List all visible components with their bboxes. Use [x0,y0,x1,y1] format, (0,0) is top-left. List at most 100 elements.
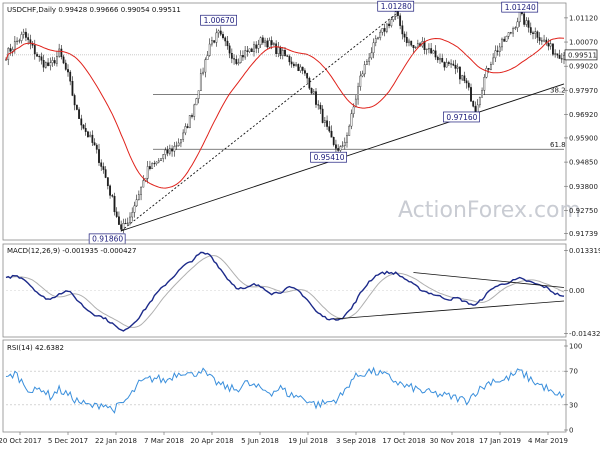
candle [516,17,519,32]
candle [118,211,120,225]
candle [9,43,12,56]
date-tick-label: 20 Apr 2018 [190,437,233,445]
candle-body [25,31,27,38]
candle-body [78,109,80,119]
date-tick-label: 19 Jul 2018 [288,437,328,445]
candle [348,124,351,136]
candle [456,63,459,73]
rsi-y-tick-label: 0 [569,427,573,435]
candle [171,145,173,157]
date-tick-label: 20 Oct 2017 [0,437,42,445]
candle-body [22,31,25,35]
candle-body [370,52,373,59]
candle-body [111,195,114,197]
candle [142,175,145,188]
candle [529,22,532,36]
candle [80,114,83,131]
candle-body [540,40,543,42]
candle-body [104,169,107,178]
candle-body [343,141,346,146]
candle-body [299,66,302,71]
candle-body [180,139,182,144]
candle-body [87,131,89,138]
candle [507,32,510,40]
candle-body [253,44,255,53]
candle-body [505,36,508,42]
candle-body [281,50,284,56]
candle [558,49,561,59]
candle [13,36,16,54]
candle-body [352,106,355,114]
rsi-panel-frame [2,339,567,433]
candle-body [394,11,397,17]
candle [202,67,204,76]
candle-body [20,34,23,41]
swing-label-text: 1.00670 [204,16,235,25]
candle-body [261,37,264,43]
candle [18,38,21,44]
candle-body [392,16,395,20]
candle [465,78,468,89]
swing-label-box [501,1,539,13]
candle [399,13,402,30]
candle-body [556,53,559,56]
candle [16,37,18,45]
price-y-tick-label: 0.97970 [569,87,598,95]
candle-body [113,196,116,213]
candle [226,36,229,50]
candle-body [441,58,444,63]
candle-body [257,44,260,49]
swing-label-box [377,0,415,12]
rsi-panel: RSI(14) 42.6382 100 70 30 0 [2,339,582,435]
candle-body [115,211,118,217]
candle [230,48,233,64]
candle-body [131,212,134,218]
price-y-tick-label: 0.94850 [569,159,598,167]
candle-body [359,75,362,88]
candle-body [215,32,218,43]
candle [359,71,362,91]
candle [133,201,136,218]
price-y-tick-label: 0.93800 [569,183,598,191]
candle-body [492,57,495,65]
candle [215,28,218,47]
candle [292,61,295,68]
candle-body [377,37,379,39]
candle [255,41,258,54]
candle-body [67,69,69,73]
candle [410,40,413,47]
candle [461,74,464,82]
candle [514,26,517,31]
candle [405,31,408,47]
rsi-line [5,366,565,414]
candle [84,122,87,136]
candle [556,53,559,59]
date-tick-label: 22 Jan 2018 [95,437,137,445]
candle [470,83,472,102]
candle-body [368,57,371,62]
candle-body [230,52,233,59]
candle-body [146,166,149,179]
candle-body [543,39,545,42]
candle [71,76,74,97]
candle [87,130,89,138]
candle-body [436,56,439,61]
candle-body [304,70,306,74]
candle [496,45,499,56]
candle [126,217,129,227]
candle [197,90,200,104]
swing-label-text: 0.97160 [446,113,477,122]
candle-body [109,185,111,196]
candle [308,76,311,90]
candle [481,87,483,98]
candle [248,48,251,54]
candle [217,29,220,38]
candle [525,17,528,27]
candle-body [151,163,154,170]
candle-body [193,104,196,117]
candle [219,26,222,37]
candle-body [60,48,63,58]
candle-body [319,104,322,110]
candle-body [195,98,198,106]
candle-body [5,59,7,61]
